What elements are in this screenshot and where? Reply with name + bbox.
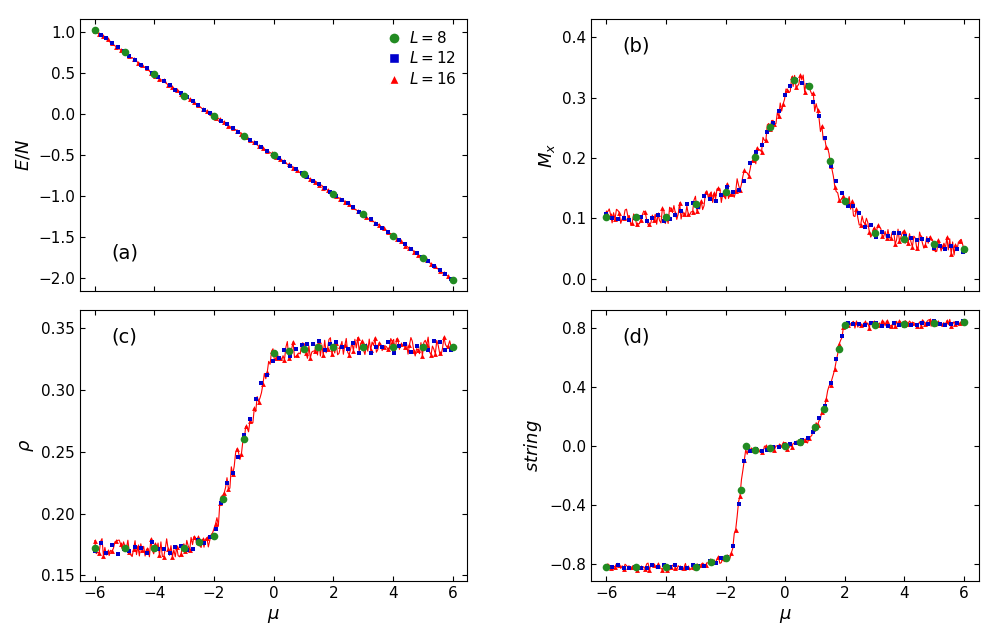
X-axis label: $\mu$: $\mu$ xyxy=(268,607,280,625)
Text: (a): (a) xyxy=(111,243,138,262)
Y-axis label: $string$: $string$ xyxy=(522,419,544,472)
Legend: $L = 8$, $L = 12$, $L = 16$: $L = 8$, $L = 12$, $L = 16$ xyxy=(384,27,460,90)
Text: (c): (c) xyxy=(111,327,137,346)
Text: (b): (b) xyxy=(622,37,650,56)
Text: (d): (d) xyxy=(622,327,650,346)
X-axis label: $\mu$: $\mu$ xyxy=(779,607,791,625)
Y-axis label: $\rho$: $\rho$ xyxy=(18,439,36,452)
Y-axis label: $E/N$: $E/N$ xyxy=(15,139,33,171)
Y-axis label: $M_x$: $M_x$ xyxy=(536,142,556,167)
